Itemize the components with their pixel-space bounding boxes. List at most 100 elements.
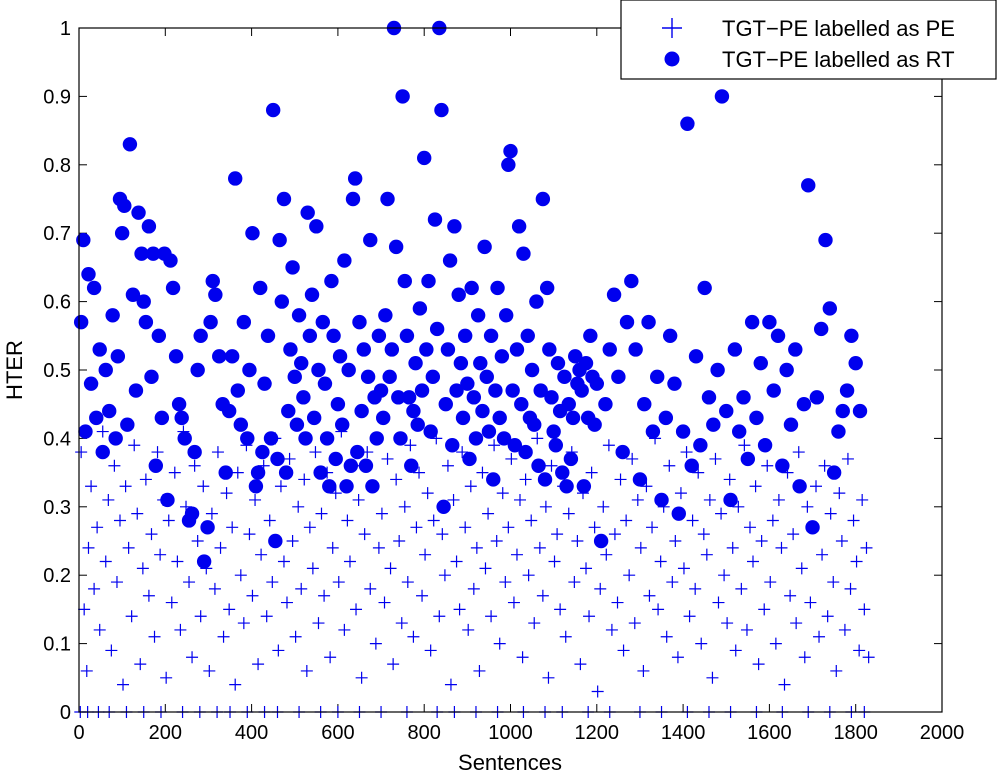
circle-point xyxy=(326,328,341,343)
circle-point xyxy=(108,431,123,446)
plus-point xyxy=(723,473,736,486)
plus-point xyxy=(99,555,112,568)
plus-point xyxy=(223,603,236,616)
circle-point xyxy=(479,369,494,385)
circle-point xyxy=(289,417,305,432)
circle-point xyxy=(228,171,243,186)
circle-point xyxy=(434,102,449,118)
plus-point xyxy=(787,528,800,541)
plus-point xyxy=(795,562,808,575)
plus-point xyxy=(229,678,242,691)
plus-point xyxy=(626,452,639,465)
plus-point xyxy=(252,658,265,671)
circle-point xyxy=(805,520,820,535)
plus-point xyxy=(283,452,296,465)
circle-point xyxy=(78,424,93,439)
circle-point xyxy=(641,314,656,330)
circle-point xyxy=(796,397,812,412)
circle-point xyxy=(404,458,419,473)
circle-point xyxy=(423,424,438,439)
circle-point xyxy=(151,328,167,343)
plus-point xyxy=(605,623,618,636)
plus-point xyxy=(174,623,187,636)
circle-point xyxy=(339,479,354,494)
plus-point xyxy=(255,548,268,561)
circle-point xyxy=(369,431,384,446)
plus-point xyxy=(151,446,164,459)
plus-point xyxy=(729,644,742,657)
circle-point xyxy=(619,314,635,330)
plus-point xyxy=(749,480,762,493)
circle-point xyxy=(727,342,743,357)
plus-point xyxy=(833,487,846,500)
circle-point xyxy=(753,355,768,371)
circle-point xyxy=(628,342,643,357)
circle-point xyxy=(848,355,863,371)
plus-point xyxy=(835,535,848,547)
plus-point xyxy=(413,466,426,479)
circle-point xyxy=(813,321,829,337)
circle-point xyxy=(332,349,348,364)
plus-point xyxy=(519,473,532,486)
plus-point xyxy=(683,610,696,623)
circle-point xyxy=(148,458,164,473)
circle-point xyxy=(165,280,181,296)
circle-point xyxy=(535,191,551,207)
circle-point xyxy=(693,438,708,453)
circle-point xyxy=(203,314,218,330)
circle-point xyxy=(624,273,639,289)
circle-point xyxy=(285,260,300,275)
plus-point xyxy=(419,548,432,561)
circle-point xyxy=(470,308,486,323)
plus-point xyxy=(136,562,149,575)
circle-point xyxy=(736,390,751,405)
x-tick-label: 800 xyxy=(408,722,441,744)
circle-point xyxy=(365,479,380,494)
plus-point xyxy=(183,576,196,589)
plus-point xyxy=(105,644,118,657)
circle-point xyxy=(114,226,130,241)
circle-point xyxy=(757,438,773,453)
circle-point xyxy=(138,314,154,330)
circle-point xyxy=(546,424,561,439)
plus-point xyxy=(548,555,561,568)
circle-point xyxy=(576,479,592,494)
plus-point xyxy=(139,473,152,486)
plus-point xyxy=(456,446,469,459)
plus-point xyxy=(591,685,604,698)
plus-point xyxy=(790,617,803,630)
circle-point xyxy=(324,273,339,289)
circle-point xyxy=(788,342,803,357)
circle-point xyxy=(574,383,589,398)
x-tick-label: 1600 xyxy=(747,722,792,744)
circle-point xyxy=(174,410,189,426)
circle-point xyxy=(102,403,117,419)
plus-point xyxy=(424,644,437,657)
circle-point xyxy=(775,458,790,473)
circle-point xyxy=(818,232,833,248)
plus-point xyxy=(82,541,95,554)
circle-point xyxy=(212,349,227,364)
circle-point xyxy=(376,410,391,426)
circle-point xyxy=(322,479,337,494)
plus-point xyxy=(778,678,791,691)
plus-point xyxy=(295,582,308,595)
plus-point xyxy=(102,493,115,506)
circle-point xyxy=(406,403,421,419)
circle-point xyxy=(270,451,285,467)
plus-point xyxy=(732,500,745,513)
plus-point xyxy=(404,439,417,452)
plus-point xyxy=(821,610,834,623)
plus-point xyxy=(784,589,797,602)
circle-point xyxy=(187,444,202,460)
x-tick-label: 1200 xyxy=(575,722,620,744)
circle-point xyxy=(274,294,290,309)
plus-point xyxy=(352,493,365,506)
plus-point xyxy=(410,521,423,534)
circle-point xyxy=(76,232,91,248)
plus-point xyxy=(743,521,756,534)
plus-point xyxy=(441,459,454,472)
circle-point xyxy=(224,349,240,364)
circle-point xyxy=(373,383,389,398)
